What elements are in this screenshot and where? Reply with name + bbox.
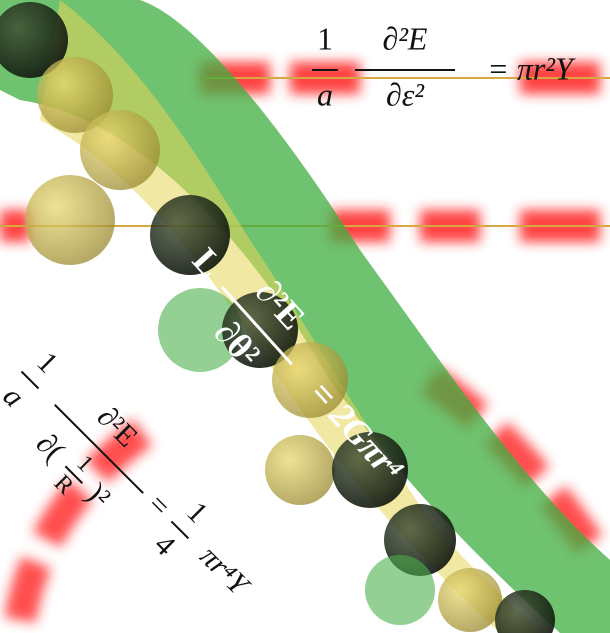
denominator: ∂ε² [386,76,425,112]
rhs: = πr²Y [487,50,576,86]
numerator: ∂²E [383,20,428,56]
coef-den: a [317,76,333,112]
coef-num: 1 [317,20,333,56]
equation-stretch: 1 a ∂²E ∂ε² = πr²Y [312,20,576,112]
